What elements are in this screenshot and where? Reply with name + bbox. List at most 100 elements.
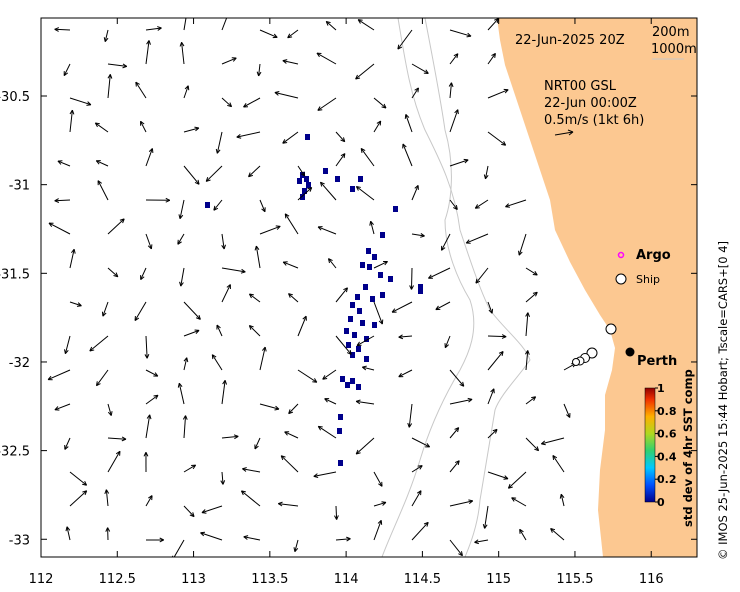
current-vector — [221, 57, 237, 65]
current-vector — [145, 495, 153, 507]
current-vector — [317, 425, 337, 439]
current-vector — [487, 388, 495, 405]
argo-legend-label: Argo — [636, 248, 671, 263]
colorbar-tick-label: 0.8 — [657, 405, 677, 418]
sst-cell — [372, 254, 377, 260]
current-vector — [145, 148, 154, 167]
current-vector — [465, 233, 489, 244]
sst-cell — [306, 182, 311, 188]
current-vector — [183, 165, 200, 185]
sst-cell — [360, 262, 365, 268]
current-vector — [143, 452, 149, 473]
current-vector — [140, 267, 147, 280]
product-time-label: 22-Jun 00:00Z — [544, 96, 637, 111]
current-vector — [373, 301, 384, 325]
current-vector — [373, 519, 383, 541]
current-vector — [103, 29, 109, 42]
current-vector — [284, 431, 299, 439]
current-vector — [145, 414, 152, 439]
current-vector — [288, 403, 299, 415]
current-vector — [89, 335, 109, 352]
sst-cell — [338, 414, 343, 420]
current-vector — [69, 301, 82, 307]
current-vector — [411, 233, 425, 238]
ship-legend-label: Ship — [636, 273, 660, 286]
current-vector — [335, 287, 348, 303]
current-vector — [482, 505, 489, 529]
current-vector — [105, 527, 111, 541]
current-vector — [205, 165, 223, 182]
current-vector — [282, 131, 299, 144]
current-vector — [297, 315, 307, 337]
current-vector — [288, 293, 299, 303]
date-label: 22-Jun-2025 20Z — [515, 33, 625, 48]
current-vector — [54, 403, 71, 411]
current-vector — [411, 437, 431, 448]
current-vector — [335, 131, 346, 143]
sst-cell — [358, 176, 363, 182]
current-vector — [54, 198, 71, 203]
current-vector — [409, 267, 414, 290]
current-vector — [236, 131, 261, 139]
y-tick-label: -32.5 — [0, 445, 30, 460]
current-vector — [274, 91, 299, 99]
ship-marker — [605, 323, 617, 335]
current-vector — [449, 460, 460, 473]
current-vector — [356, 335, 375, 347]
x-tick-label: 115 — [486, 572, 511, 587]
current-vector — [525, 437, 540, 452]
current-vector — [221, 233, 227, 250]
sst-cells-layer — [205, 134, 423, 466]
current-vector — [63, 63, 71, 77]
contour-label-200m: 200m — [652, 25, 689, 40]
sst-cell — [393, 206, 398, 212]
current-vector — [183, 357, 189, 371]
sst-cell — [346, 342, 351, 348]
current-vector — [449, 427, 460, 439]
y-tick-label: -32 — [9, 356, 30, 371]
x-tick-label: 114 — [334, 572, 359, 587]
current-vector — [65, 526, 71, 541]
current-vector — [248, 165, 261, 178]
current-vector — [287, 29, 299, 39]
current-vector — [398, 334, 413, 340]
contour-label-1000m: 1000m — [651, 42, 697, 57]
current-vector — [449, 397, 473, 405]
current-vector — [240, 490, 261, 507]
sst-cell — [300, 194, 305, 200]
current-vector — [487, 88, 509, 99]
current-vector — [487, 334, 507, 339]
current-vector — [550, 528, 565, 541]
sst-cell — [355, 294, 360, 300]
current-vector — [487, 52, 496, 65]
current-vector — [487, 301, 494, 314]
current-vector — [335, 335, 352, 355]
current-vector — [361, 365, 375, 371]
current-vector — [373, 501, 387, 507]
current-vector — [107, 218, 125, 235]
current-vector — [221, 284, 231, 303]
current-vector — [519, 528, 527, 541]
current-vector — [474, 539, 489, 545]
current-vector — [449, 539, 463, 557]
ship-marker — [572, 358, 580, 366]
sst-cell — [305, 134, 310, 140]
current-vector — [179, 41, 185, 65]
sst-cell — [372, 322, 377, 328]
current-vector — [411, 465, 423, 473]
current-vector — [107, 450, 121, 473]
current-vector — [183, 18, 187, 31]
current-vector — [525, 267, 538, 276]
current-vector — [335, 153, 346, 167]
current-vector — [95, 160, 109, 167]
y-tick-label: -31.5 — [0, 267, 30, 282]
current-vector — [449, 109, 459, 133]
current-vector — [449, 158, 469, 167]
current-vector — [507, 471, 527, 489]
current-vector — [435, 301, 451, 311]
current-vector — [297, 165, 306, 177]
current-vector — [107, 63, 128, 69]
current-vectors-layer — [47, 18, 577, 557]
current-vector — [282, 261, 299, 269]
sst-cell — [344, 328, 349, 334]
